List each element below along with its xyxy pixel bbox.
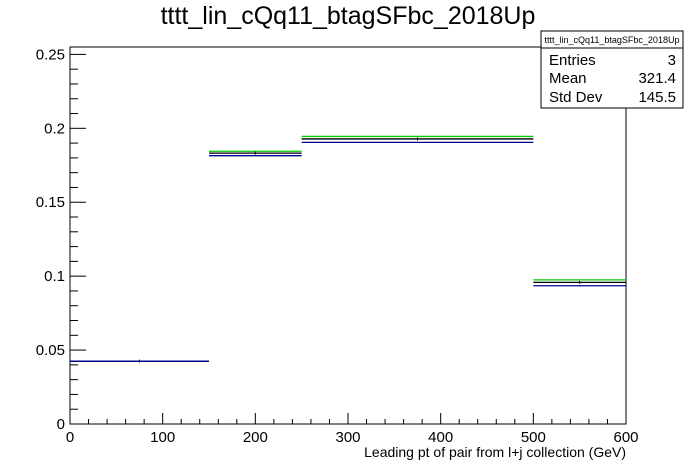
y-tick-label-1: 0.05 <box>36 342 65 359</box>
y-axis: 0 0.05 0.1 0.15 0.2 0.25 <box>36 46 86 433</box>
stats-mean-value: 321.4 <box>638 70 676 87</box>
stats-entries-label: Entries <box>549 52 596 69</box>
y-tick-label-5: 0.25 <box>36 46 65 63</box>
y-tick-label-2: 0.1 <box>44 268 65 285</box>
series-0 <box>70 135 626 362</box>
x-tick-label-5: 500 <box>521 429 546 446</box>
x-tick-label-1: 100 <box>150 429 175 446</box>
y-tick-label-4: 0.2 <box>44 120 65 137</box>
stats-box-title: tttt_lin_cQq11_btagSFbc_2018Up <box>545 35 680 45</box>
plot-area: 0 100 200 300 400 500 600 0 0.05 0.1 0.15 0.2 0.25 <box>36 46 639 446</box>
x-tick-label-2: 200 <box>243 429 268 446</box>
stats-stddev-value: 145.5 <box>638 89 676 106</box>
y-tick-label-3: 0.15 <box>36 194 65 211</box>
series-2 <box>70 141 626 362</box>
stats-mean-label: Mean <box>549 70 587 87</box>
chart-title: tttt_lin_cQq11_btagSFbc_2018Up <box>161 2 536 30</box>
x-tick-label-4: 400 <box>428 429 453 446</box>
series-1 <box>70 138 626 362</box>
stats-box: tttt_lin_cQq11_btagSFbc_2018Up Entries 3… <box>540 30 684 109</box>
x-tick-label-6: 600 <box>613 429 638 446</box>
x-axis-label: Leading pt of pair from l+j collection (… <box>364 444 626 460</box>
x-tick-label-0: 0 <box>66 429 74 446</box>
stats-stddev-label: Std Dev <box>549 89 603 106</box>
x-tick-label-3: 300 <box>335 429 360 446</box>
y-tick-label-0: 0 <box>57 416 65 433</box>
stats-entries-value: 3 <box>668 52 676 69</box>
x-axis: 0 100 200 300 400 500 600 <box>66 413 639 446</box>
series-layer <box>70 135 626 363</box>
stats-box-frame <box>540 30 684 109</box>
